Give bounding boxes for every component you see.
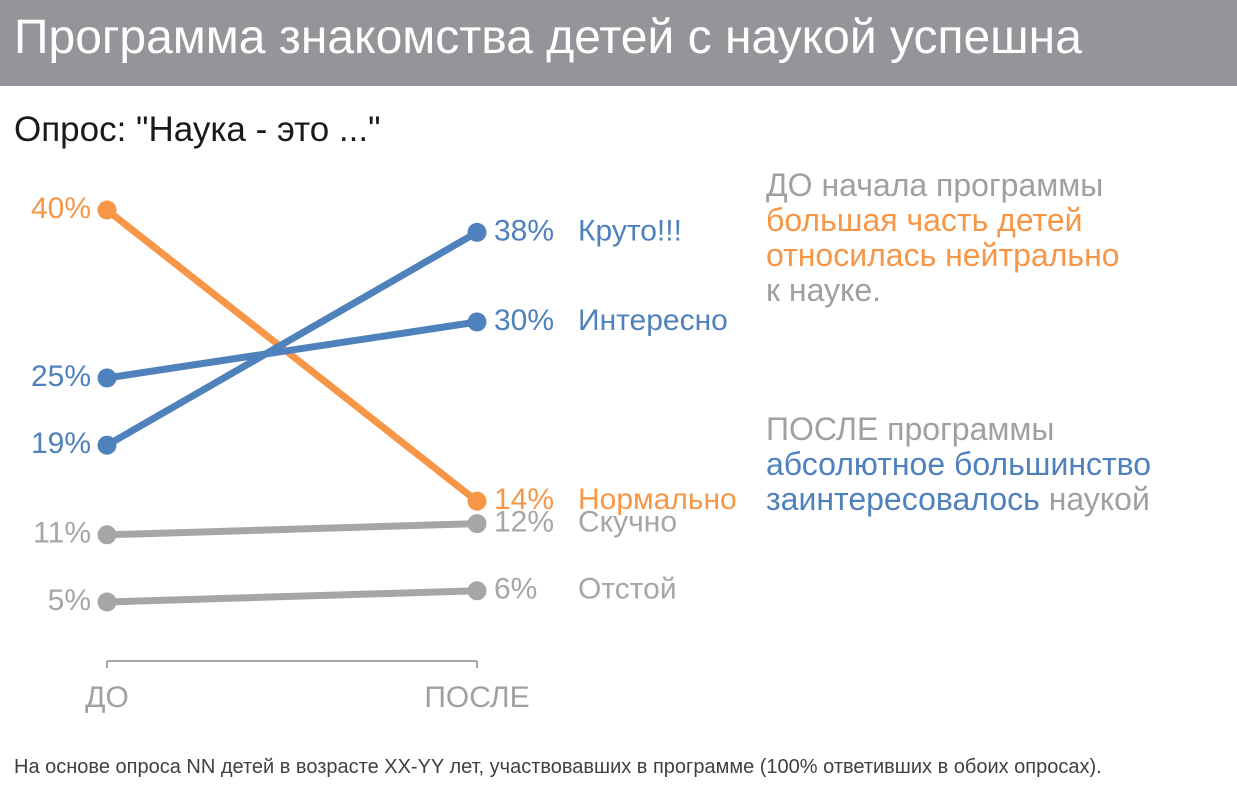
series-name-нормально: Нормально	[578, 483, 737, 516]
point-after-интересно	[467, 312, 487, 332]
value-label-after-нормально: 14%	[494, 483, 554, 516]
after-note-line-3-rest: наукой	[1039, 481, 1150, 517]
after-note-line-2: абсолютное большинство	[766, 446, 1152, 482]
point-after-нормально	[467, 491, 487, 511]
chart-subtitle: Опрос: "Наука - это ..."	[14, 110, 381, 149]
page-title: Программа знакомства детей с наукой успе…	[14, 11, 1082, 64]
value-label-after-круто: 38%	[494, 214, 554, 247]
footnote: На основе опроса NN детей в возрасте XX-…	[14, 756, 1102, 778]
value-label-after-отстой: 6%	[494, 573, 537, 606]
after-note: ПОСЛЕ программы абсолютное большинство з…	[766, 412, 1151, 517]
title-bar: Программа знакомства детей с наукой успе…	[0, 0, 1237, 86]
point-before-интересно	[97, 368, 117, 388]
series-line-круто	[103, 228, 481, 449]
x-tick-label-after: ПОСЛЕ	[424, 681, 529, 714]
series-name-скучно: Скучно	[578, 506, 677, 539]
series-name-интересно: Интересно	[578, 304, 728, 337]
value-label-before-скучно: 11%	[33, 517, 91, 550]
value-label-before-интересно: 25%	[31, 360, 91, 393]
after-note-line-3-highlight: заинтересовалось	[766, 481, 1040, 517]
series-name-круто: Круто!!!	[578, 214, 682, 247]
value-label-before-отстой: 5%	[48, 584, 91, 617]
series-name-отстой: Отстой	[578, 573, 677, 606]
point-after-круто	[467, 222, 487, 242]
x-tick-label-before: ДО	[85, 681, 129, 714]
after-note-line-1: ПОСЛЕ программы	[766, 411, 1055, 447]
point-before-нормально	[97, 200, 117, 220]
before-note: ДО начала программы большая часть детей …	[766, 168, 1120, 308]
value-label-before-круто: 19%	[31, 427, 91, 460]
value-label-after-интересно: 30%	[494, 304, 554, 337]
point-before-отстой	[97, 592, 117, 612]
series-line-скучно	[103, 520, 481, 539]
point-before-скучно	[97, 525, 117, 545]
point-after-скучно	[467, 514, 487, 534]
before-note-line-2: большая часть детей	[766, 202, 1083, 238]
value-label-before-нормально: 40%	[31, 192, 91, 225]
before-note-line-4: к науке.	[766, 272, 882, 308]
point-before-круто	[97, 435, 117, 455]
before-note-line-1: ДО начала программы	[766, 167, 1104, 203]
series-line-нормально	[103, 206, 481, 505]
point-after-отстой	[467, 581, 487, 601]
series-line-отстой	[103, 587, 481, 606]
series-line-интересно	[103, 318, 481, 382]
before-note-line-3: относилась нейтрально	[766, 237, 1120, 273]
value-label-after-скучно: 12%	[494, 506, 554, 539]
after-note-line-3: заинтересовалось наукой	[766, 482, 1151, 517]
